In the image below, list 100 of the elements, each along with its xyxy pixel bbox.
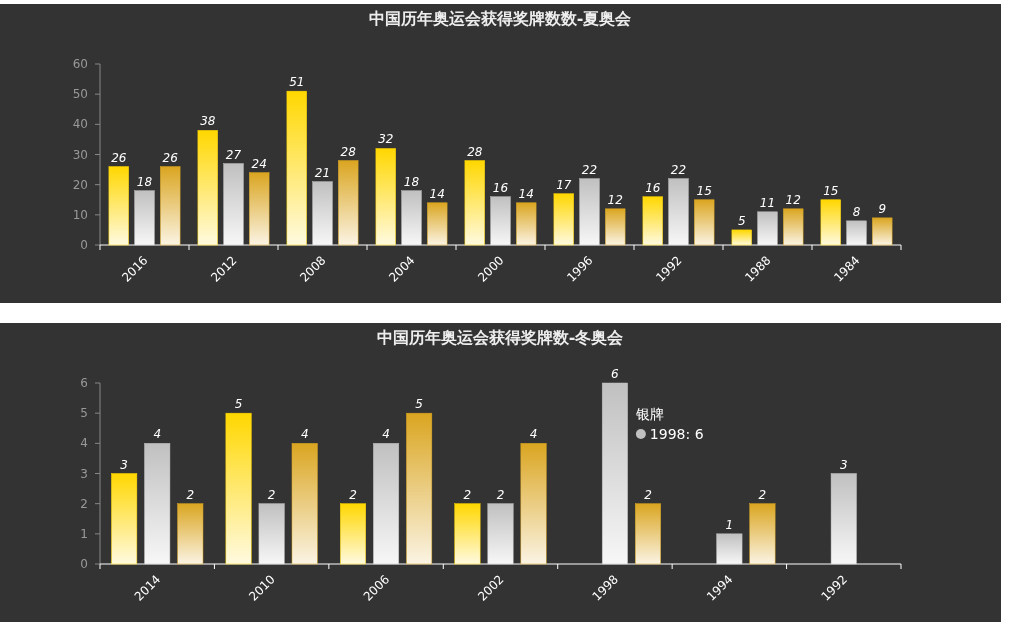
bar xyxy=(553,193,574,246)
data-label: 8 xyxy=(852,204,861,219)
chart-title: 中国历年奥运会获得奖牌数数-夏奥会 xyxy=(368,9,633,28)
data-label: 14 xyxy=(518,186,534,201)
y-tick-label: 40 xyxy=(72,117,88,132)
data-label: 15 xyxy=(696,183,712,198)
data-label: 4 xyxy=(529,427,538,442)
data-label: 12 xyxy=(785,192,801,207)
bar xyxy=(820,199,841,246)
y-tick-label: 5 xyxy=(80,406,88,421)
annotation: 1998: 6 xyxy=(649,426,704,442)
data-label: 21 xyxy=(314,165,331,180)
data-label: 22 xyxy=(581,162,598,177)
data-label: 3 xyxy=(120,457,128,472)
y-tick-label: 30 xyxy=(72,147,88,162)
bar xyxy=(108,166,129,246)
data-label: 1 xyxy=(725,517,734,532)
bar xyxy=(258,503,285,565)
data-label: 15 xyxy=(823,183,839,198)
y-tick-label: 50 xyxy=(72,87,88,102)
data-label: 5 xyxy=(415,397,423,412)
data-label: 5 xyxy=(234,397,243,412)
bar xyxy=(694,199,715,246)
bar xyxy=(144,443,171,565)
data-label: 16 xyxy=(645,180,661,195)
bar xyxy=(134,190,155,246)
data-label: 9 xyxy=(878,201,887,216)
bar xyxy=(249,172,270,246)
y-tick-label: 0 xyxy=(80,238,88,252)
bar xyxy=(642,196,663,246)
data-label: 27 xyxy=(225,147,242,162)
bar xyxy=(487,503,514,565)
data-label: 2 xyxy=(644,487,652,502)
data-label: 26 xyxy=(162,150,179,165)
data-label: 22 xyxy=(670,162,687,177)
data-label: 18 xyxy=(403,174,420,189)
data-label: 11 xyxy=(759,195,776,210)
y-tick-label: 2 xyxy=(80,496,88,511)
bar xyxy=(223,163,244,246)
data-label: 2 xyxy=(267,487,276,502)
bar xyxy=(749,503,776,565)
bar xyxy=(783,208,804,246)
y-tick-label: 4 xyxy=(80,436,88,451)
bar xyxy=(464,160,485,246)
bar xyxy=(177,503,204,565)
data-label: 2 xyxy=(496,487,505,502)
data-label: 38 xyxy=(200,114,216,129)
data-label: 6 xyxy=(611,367,620,381)
bar xyxy=(286,90,307,246)
y-tick-label: 60 xyxy=(72,57,88,71)
chart-title: 中国历年奥运会获得奖牌数-冬奥会 xyxy=(376,328,625,347)
bar xyxy=(373,443,400,565)
data-label: 28 xyxy=(467,144,483,159)
bar xyxy=(516,202,537,246)
data-label: 2 xyxy=(758,487,767,502)
y-tick-label: 3 xyxy=(80,466,88,481)
bar xyxy=(401,190,422,246)
bar xyxy=(846,220,867,246)
bar xyxy=(338,160,359,246)
bar xyxy=(291,443,318,565)
bar xyxy=(635,503,661,565)
data-label: 18 xyxy=(136,174,153,189)
bar xyxy=(160,166,181,246)
bar xyxy=(197,130,218,246)
bar xyxy=(757,211,778,246)
bar xyxy=(716,533,743,565)
data-label: 2 xyxy=(186,487,195,502)
bar xyxy=(427,202,448,246)
y-tick-label: 20 xyxy=(72,177,88,192)
bar xyxy=(872,217,893,246)
data-label: 26 xyxy=(111,150,127,165)
data-label: 32 xyxy=(378,132,394,147)
data-label: 2 xyxy=(349,487,357,502)
data-label: 28 xyxy=(340,144,357,159)
data-label: 4 xyxy=(382,427,390,442)
data-label: 3 xyxy=(839,457,848,472)
bar xyxy=(340,503,366,565)
data-label: 16 xyxy=(492,180,509,195)
data-label: 5 xyxy=(737,213,746,228)
y-tick-label: 10 xyxy=(72,207,88,222)
data-label: 14 xyxy=(429,186,445,201)
data-label: 24 xyxy=(251,156,267,171)
annotation: 银牌 xyxy=(634,406,664,422)
bar xyxy=(454,503,481,565)
bar xyxy=(579,178,600,246)
bar xyxy=(668,178,689,246)
bar xyxy=(731,229,752,246)
data-label: 51 xyxy=(289,75,305,90)
bar xyxy=(520,443,547,565)
data-label: 17 xyxy=(556,177,572,192)
y-tick-label: 0 xyxy=(80,557,88,571)
bar xyxy=(312,181,333,246)
bar xyxy=(375,148,396,246)
data-label: 2 xyxy=(463,487,472,502)
data-label: 4 xyxy=(153,427,162,442)
bar xyxy=(225,412,252,565)
y-tick-label: 1 xyxy=(80,526,88,541)
data-label: 12 xyxy=(607,192,623,207)
y-tick-label: 6 xyxy=(80,376,88,390)
bar xyxy=(111,473,138,565)
